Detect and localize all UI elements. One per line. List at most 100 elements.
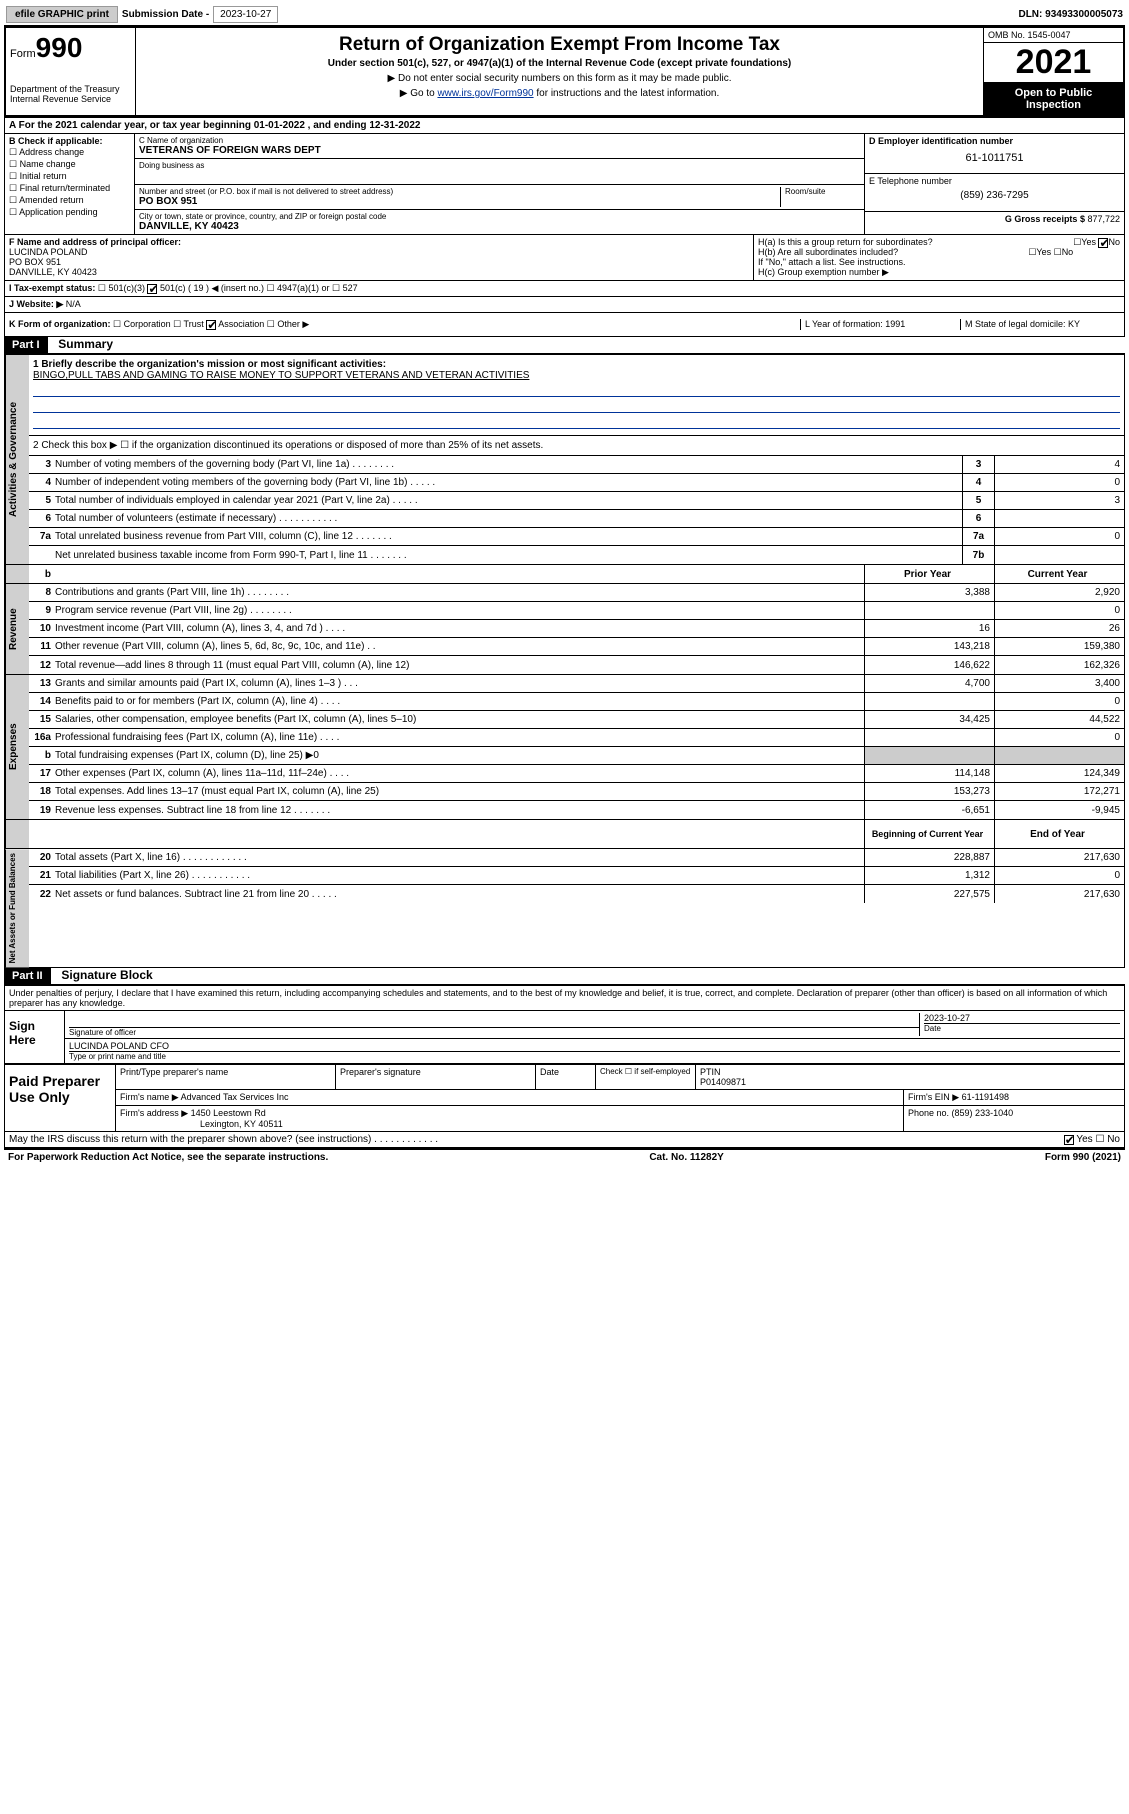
- line-text: Other expenses (Part IX, column (A), lin…: [55, 766, 864, 781]
- sig-officer-label: Signature of officer: [69, 1027, 919, 1037]
- addr: PO BOX 951: [139, 196, 780, 207]
- row-j: J Website: ▶ N/A: [9, 299, 81, 310]
- part2-header: Part II: [4, 968, 51, 984]
- line2: 2 Check this box ▶ ☐ if the organization…: [29, 436, 1124, 456]
- line-num: 20: [29, 852, 55, 863]
- ha-row: H(a) Is this a group return for subordin…: [758, 237, 1120, 247]
- prep-title: Paid Preparer Use Only: [5, 1065, 115, 1131]
- line-num: 13: [29, 678, 55, 689]
- line-text: Total revenue—add lines 8 through 11 (mu…: [55, 658, 864, 673]
- chk-name[interactable]: ☐ Name change: [9, 159, 130, 170]
- line-text: Grants and similar amounts paid (Part IX…: [55, 676, 864, 691]
- line-num: 5: [29, 495, 55, 506]
- line-text: Other revenue (Part VIII, column (A), li…: [55, 639, 864, 654]
- current-val: 217,630: [994, 885, 1124, 903]
- line-box: 4: [962, 474, 994, 491]
- current-val: 159,380: [994, 638, 1124, 655]
- line-num: 11: [29, 641, 55, 652]
- line-text: Total liabilities (Part X, line 26) . . …: [55, 868, 864, 883]
- line-num: 6: [29, 513, 55, 524]
- submission-date: 2023-10-27: [213, 6, 278, 23]
- prior-val: 228,887: [864, 849, 994, 866]
- prior-val: 16: [864, 620, 994, 637]
- hdr-prior: Prior Year: [864, 565, 994, 583]
- hdr-current: Current Year: [994, 565, 1124, 583]
- officer-addr1: PO BOX 951: [9, 257, 749, 267]
- line-text: Number of independent voting members of …: [55, 475, 962, 490]
- efile-button[interactable]: efile GRAPHIC print: [6, 6, 118, 23]
- chk-initial[interactable]: ☐ Initial return: [9, 171, 130, 182]
- city-label: City or town, state or province, country…: [139, 212, 860, 221]
- form-subtitle: Under section 501(c), 527, or 4947(a)(1)…: [142, 58, 977, 69]
- current-val: 26: [994, 620, 1124, 637]
- hb-note: If "No," attach a list. See instructions…: [758, 257, 1120, 267]
- prior-val: -6,651: [864, 801, 994, 819]
- line-text: Salaries, other compensation, employee b…: [55, 712, 864, 727]
- prior-val: 143,218: [864, 638, 994, 655]
- prep-ptin: P01409871: [700, 1077, 1120, 1087]
- line-num: 8: [29, 587, 55, 598]
- footer-right: Form 990 (2021): [1045, 1152, 1121, 1163]
- current-val: 44,522: [994, 711, 1124, 728]
- chk-address[interactable]: ☐ Address change: [9, 147, 130, 158]
- addr-label: Number and street (or P.O. box if mail i…: [139, 187, 780, 196]
- current-val: 0: [994, 693, 1124, 710]
- part2-title: Signature Block: [53, 968, 152, 982]
- prior-val: [864, 693, 994, 710]
- top-bar: efile GRAPHIC print Submission Date - 20…: [4, 4, 1125, 26]
- line-num: 18: [29, 786, 55, 797]
- prep-c1: Print/Type preparer's name: [116, 1065, 336, 1089]
- line-num: 4: [29, 477, 55, 488]
- prep-c4a: Check ☐ if self-employed: [596, 1065, 696, 1089]
- assoc-checkbox[interactable]: [206, 320, 216, 330]
- form-title: Return of Organization Exempt From Incom…: [142, 34, 977, 56]
- chk-final[interactable]: ☐ Final return/terminated: [9, 183, 130, 194]
- current-val: 162,326: [994, 656, 1124, 674]
- ha-no-checkbox[interactable]: [1098, 238, 1108, 248]
- hdr-begin: Beginning of Current Year: [864, 820, 994, 848]
- vtab-expenses: Expenses: [5, 675, 29, 819]
- line-num: 22: [29, 889, 55, 900]
- tel-label: E Telephone number: [869, 176, 1120, 186]
- 501c-checkbox[interactable]: [147, 284, 157, 294]
- officer-addr2: DANVILLE, KY 40423: [9, 267, 749, 277]
- prior-val: [864, 747, 994, 764]
- form-note2: ▶ Go to www.irs.gov/Form990 for instruct…: [142, 88, 977, 99]
- tax-year: 2021: [984, 43, 1123, 83]
- line-text: Net assets or fund balances. Subtract li…: [55, 887, 864, 902]
- prior-val: 114,148: [864, 765, 994, 782]
- firm-name-label: Firm's name ▶: [120, 1092, 181, 1102]
- line-text: Investment income (Part VIII, column (A)…: [55, 621, 864, 636]
- current-val: 124,349: [994, 765, 1124, 782]
- line-num: b: [29, 750, 55, 761]
- line-text: Total number of individuals employed in …: [55, 493, 962, 508]
- chk-amended[interactable]: ☐ Amended return: [9, 195, 130, 206]
- prior-val: 153,273: [864, 783, 994, 800]
- vtab-governance: Activities & Governance: [5, 355, 29, 564]
- chk-pending[interactable]: ☐ Application pending: [9, 207, 130, 218]
- discuss-yes-checkbox[interactable]: [1064, 1135, 1074, 1145]
- line-val: 0: [994, 474, 1124, 491]
- firm-addr1: 1450 Leestown Rd: [191, 1108, 266, 1118]
- sig-name-label: Type or print name and title: [69, 1051, 1120, 1061]
- line-num: 21: [29, 870, 55, 881]
- line-text: Revenue less expenses. Subtract line 18 …: [55, 803, 864, 818]
- line-text: Total number of volunteers (estimate if …: [55, 511, 962, 526]
- current-val: 0: [994, 602, 1124, 619]
- firm-ein-label: Firm's EIN ▶: [908, 1092, 962, 1102]
- vtab-blank2: [5, 820, 29, 848]
- sig-name: LUCINDA POLAND CFO: [69, 1041, 1120, 1051]
- line-text: Benefits paid to or for members (Part IX…: [55, 694, 864, 709]
- discuss-row: May the IRS discuss this return with the…: [5, 1131, 1124, 1147]
- sig-declaration: Under penalties of perjury, I declare th…: [5, 986, 1124, 1010]
- irs-link[interactable]: www.irs.gov/Form990: [437, 88, 533, 99]
- phone-label: Phone no.: [908, 1108, 952, 1118]
- line-text: Total assets (Part X, line 16) . . . . .…: [55, 850, 864, 865]
- line-num: 16a: [29, 732, 55, 743]
- omb-number: OMB No. 1545-0047: [984, 28, 1123, 43]
- submission-label: Submission Date -: [122, 9, 209, 20]
- line-box: 7b: [962, 546, 994, 564]
- city: DANVILLE, KY 40423: [139, 221, 860, 232]
- line-val: 4: [994, 456, 1124, 473]
- hc-row: H(c) Group exemption number ▶: [758, 267, 1120, 278]
